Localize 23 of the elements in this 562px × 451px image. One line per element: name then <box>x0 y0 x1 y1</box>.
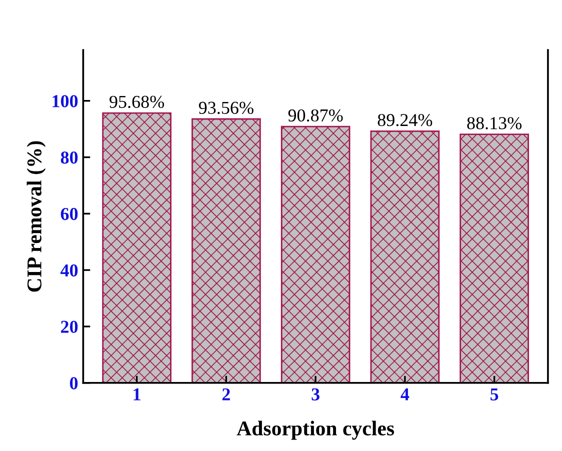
data-label: 89.24% <box>378 114 432 126</box>
bar <box>192 118 261 383</box>
y-tick-label: 100 <box>52 95 78 108</box>
x-tick-label: 2 <box>222 388 230 400</box>
bar <box>280 126 350 383</box>
y-tick-label: 0 <box>70 377 78 390</box>
data-label: 95.68% <box>110 96 164 108</box>
x-tick-label: 4 <box>400 388 410 400</box>
data-label: 93.56% <box>198 102 254 114</box>
bar <box>370 130 440 383</box>
y-tick-label: 60 <box>60 208 78 220</box>
x-tick-label: 5 <box>490 388 498 400</box>
data-label: 90.87% <box>288 109 343 122</box>
y-tick-label: 20 <box>61 320 78 333</box>
bar <box>460 134 529 383</box>
y-tick-label: 40 <box>60 264 78 277</box>
y-axis-title: CIP removal (%) <box>26 141 46 292</box>
x-axis-title: Adsorption cycles <box>236 420 394 440</box>
bar <box>102 112 172 383</box>
y-tick-label: 80 <box>60 152 78 164</box>
x-tick-label: 1 <box>134 388 140 400</box>
data-label: 88.13% <box>467 117 522 130</box>
x-tick-label: 3 <box>312 388 320 400</box>
